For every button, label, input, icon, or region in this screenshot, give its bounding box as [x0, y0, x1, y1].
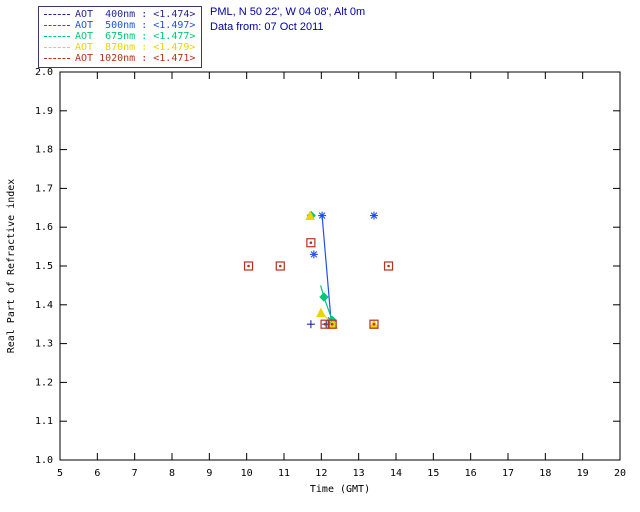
- series-aot-870nm: [305, 210, 379, 329]
- x-tick-label: 7: [132, 468, 138, 479]
- legend-line-sample: [44, 47, 70, 48]
- legend-line-sample: [44, 36, 70, 37]
- y-tick-label: 1.0: [35, 455, 53, 466]
- legend-item-aot-1020nm: AOT 1020nm : <1.471>: [44, 53, 195, 64]
- square-marker: [320, 319, 330, 329]
- x-tick-label: 6: [94, 468, 100, 479]
- asterisk-marker: [369, 211, 378, 220]
- legend-line-sample: [44, 14, 70, 15]
- x-tick-label: 8: [169, 468, 175, 479]
- legend-item-aot-675nm: AOT 675nm : <1.477>: [44, 31, 195, 42]
- station-info: PML, N 50 22', W 04 08', Alt 0m: [210, 6, 366, 18]
- x-tick-label: 12: [315, 468, 327, 479]
- square-marker: [369, 319, 379, 329]
- square-marker: [306, 238, 316, 248]
- series-aot-500nm: [309, 211, 378, 325]
- x-axis: 5 6 7 8 9 10 11 12 13 14 15 16 17 18 19 20: [57, 72, 626, 479]
- x-tick-label: 13: [353, 468, 365, 479]
- y-tick-label: 1.5: [35, 261, 53, 272]
- asterisk-marker: [309, 250, 318, 259]
- y-axis: 1.0 1.1 1.2 1.3 1.4 1.5 1.6 1.7 1.8 1.9 2.0: [35, 67, 620, 466]
- series-line: [321, 215, 332, 321]
- square-marker: [275, 261, 285, 271]
- y-tick-label: 1.1: [35, 416, 53, 427]
- triangle-marker: [305, 210, 315, 221]
- y-tick-label: 1.4: [35, 300, 53, 311]
- legend-label: AOT 1020nm : <1.471>: [75, 53, 196, 64]
- x-tick-label: 16: [465, 468, 477, 479]
- y-tick-label: 1.8: [35, 145, 53, 156]
- x-tick-label: 19: [577, 468, 589, 479]
- legend-line-sample: [44, 25, 70, 26]
- x-tick-label: 9: [206, 468, 212, 479]
- x-tick-label: 15: [427, 468, 439, 479]
- legend-box: AOT 400nm : <1.474> AOT 500nm : <1.497> AO…: [38, 6, 203, 68]
- y-tick-label: 1.2: [35, 377, 53, 388]
- plus-marker: [306, 320, 315, 329]
- y-tick-label: 1.7: [35, 183, 53, 194]
- legend-item-aot-500nm: AOT 500nm : <1.497>: [44, 20, 195, 31]
- series-aot-400nm: [306, 320, 331, 329]
- series-aot-1020nm: [243, 238, 394, 329]
- x-axis-title: Time (GMT): [310, 484, 370, 495]
- x-tick-label: 10: [241, 468, 253, 479]
- x-tick-label: 17: [502, 468, 514, 479]
- plot-header: PML, N 50 22', W 04 08', Alt 0m Data fro…: [210, 5, 365, 35]
- plot-frame: [59, 71, 621, 461]
- legend-label: AOT 675nm : <1.477>: [75, 31, 196, 42]
- square-marker: [383, 261, 394, 271]
- y-tick-label: 1.3: [35, 339, 53, 350]
- legend-item-aot-870nm: AOT 870nm : <1.479>: [44, 42, 195, 53]
- y-tick-label: 2.0: [35, 67, 53, 78]
- y-axis-title: Real Part of Refractive index: [6, 179, 17, 354]
- legend-label: AOT 870nm : <1.479>: [75, 42, 196, 53]
- asterisk-marker: [318, 211, 327, 220]
- legend-label: AOT 500nm : <1.497>: [75, 20, 196, 31]
- x-tick-label: 14: [390, 468, 402, 479]
- diamond-marker: [319, 292, 329, 302]
- x-tick-label: 5: [57, 468, 63, 479]
- legend-label: AOT 400nm : <1.474>: [75, 9, 196, 20]
- square-marker: [243, 261, 254, 271]
- x-tick-label: 11: [278, 468, 290, 479]
- x-tick-label: 18: [539, 468, 551, 479]
- legend-line-sample: [44, 58, 70, 59]
- data-date: Data from: 07 Oct 2011: [210, 21, 324, 33]
- y-tick-label: 1.9: [35, 106, 53, 117]
- y-tick-label: 1.6: [35, 222, 53, 233]
- triangle-marker: [316, 307, 326, 318]
- square-marker: [327, 319, 337, 329]
- legend-item-aot-400nm: AOT 400nm : <1.474>: [44, 9, 195, 20]
- series-aot-675nm: [306, 210, 337, 326]
- x-tick-label: 20: [614, 468, 626, 479]
